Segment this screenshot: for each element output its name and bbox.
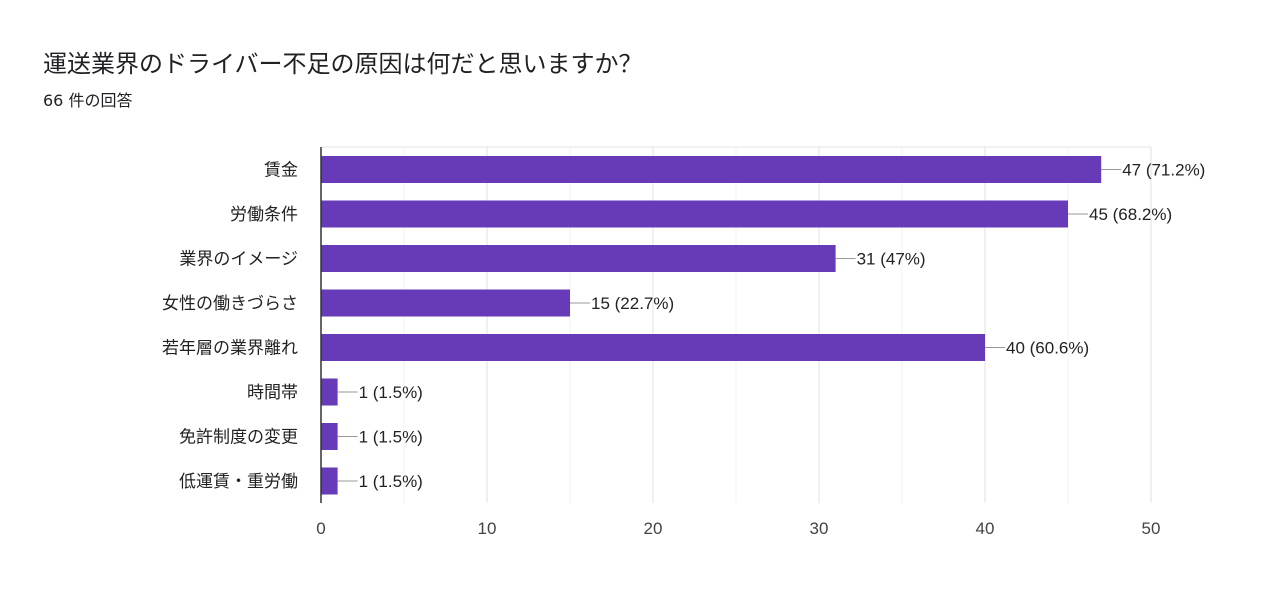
data-label: 1 (1.5%) — [359, 428, 423, 447]
bar — [321, 156, 1102, 183]
x-tick-label: 30 — [810, 519, 829, 538]
data-label: 47 (71.2%) — [1122, 161, 1205, 180]
x-tick-label: 50 — [1142, 519, 1161, 538]
category-label: 免許制度の変更 — [179, 428, 298, 448]
category-label: 低運賃・重労働 — [179, 472, 298, 492]
x-tick-label: 10 — [478, 519, 497, 538]
data-label: 1 (1.5%) — [359, 472, 423, 491]
bar — [321, 423, 338, 450]
category-label: 賃金 — [264, 161, 298, 181]
labels: 0 10 20 30 40 50 賃金 47 (71.2%) 労働条件 45 (68.2%) 業界の… — [162, 161, 1205, 539]
data-label: 1 (1.5%) — [359, 383, 423, 402]
bar — [321, 200, 1068, 228]
bar — [321, 289, 570, 317]
category-label: 女性の働きづらさ — [162, 294, 298, 314]
category-label: 業界のイメージ — [179, 250, 298, 270]
category-label: 労働条件 — [230, 205, 298, 225]
response-count: 66 件の回答 — [43, 91, 133, 110]
gridlines — [321, 146, 1152, 503]
bar — [321, 245, 836, 272]
bar — [321, 334, 985, 361]
question-title: 運送業界のドライバー不足の原因は何だと思いますか？ — [43, 50, 643, 78]
category-label: 若年層の業界離れ — [162, 339, 298, 359]
x-tick-label: 0 — [316, 519, 325, 538]
bars — [321, 156, 1102, 495]
data-label: 40 (60.6%) — [1006, 339, 1089, 358]
x-tick-label: 40 — [976, 519, 995, 538]
data-label: 31 (47%) — [857, 250, 926, 269]
data-label: 45 (68.2%) — [1089, 205, 1172, 224]
bar — [321, 467, 338, 495]
x-tick-label: 20 — [644, 519, 663, 538]
bar — [321, 378, 338, 406]
category-label: 時間帯 — [247, 383, 298, 403]
data-label: 15 (22.7%) — [591, 294, 674, 313]
